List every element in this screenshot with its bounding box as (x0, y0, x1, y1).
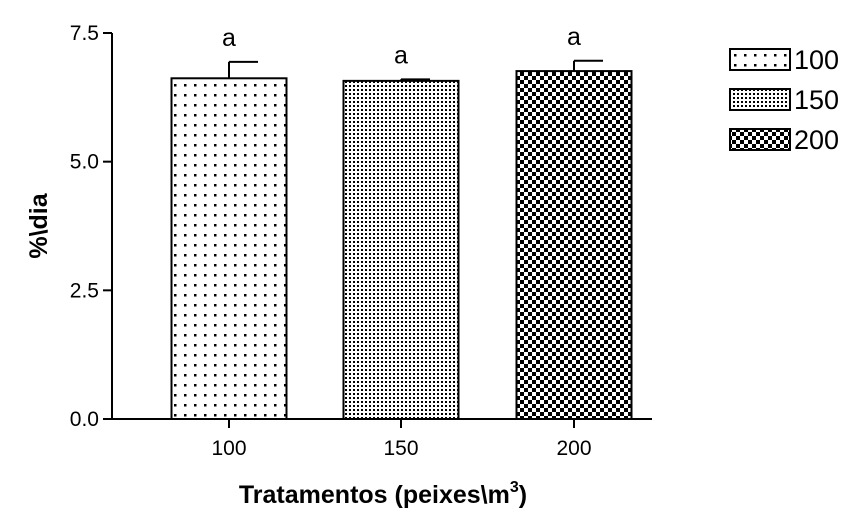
y-tick-label: 0.0 (70, 408, 99, 431)
error-bars (228, 59, 603, 81)
legend-swatch-100 (729, 48, 791, 71)
legend: 100 150 200 (729, 45, 839, 155)
bars (170, 70, 633, 421)
x-axis-title-close: ) (519, 481, 527, 509)
y-tick-label: 7.5 (70, 22, 99, 45)
legend-swatch-200 (729, 128, 791, 151)
x-tick-label-200: 200 (556, 437, 591, 460)
error-bar-150 (400, 78, 430, 81)
bar-200 (515, 70, 633, 421)
x-tick-label-150: 150 (383, 437, 418, 460)
significance-labels: aaa (222, 23, 581, 70)
legend-label-150: 150 (794, 85, 839, 115)
x-axis-title-superscript: 3 (510, 479, 519, 496)
x-tick-label-100: 100 (211, 437, 246, 460)
x-axis-title-main: Tratamentos (peixes\m (239, 481, 510, 509)
y-ticks: 0.0 2.5 5.0 7.5 (70, 22, 112, 431)
x-axis-title: Tratamentos (peixes\m3) (239, 479, 527, 509)
x-ticks: 100 150 200 (211, 419, 592, 460)
y-tick-label: 5.0 (70, 151, 99, 174)
significance-label-150: a (394, 41, 408, 69)
legend-label-100: 100 (794, 45, 839, 75)
error-bar-200 (573, 59, 603, 72)
error-bar-100 (228, 60, 258, 79)
bar-100 (170, 77, 288, 420)
bar-150 (342, 79, 460, 420)
legend-swatch-150 (729, 88, 791, 111)
significance-label-200: a (567, 23, 581, 51)
y-axis-title: %\dia (25, 192, 53, 258)
legend-label-200: 200 (794, 125, 839, 155)
y-tick-label: 2.5 (70, 279, 99, 302)
significance-label-100: a (222, 24, 236, 52)
